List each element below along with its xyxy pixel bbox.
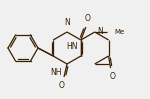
Text: O: O [85,14,91,23]
Text: Me: Me [115,29,125,35]
Text: N: N [98,27,104,36]
Text: O: O [59,81,65,90]
Text: N: N [64,18,70,27]
Text: O: O [110,72,116,81]
Text: HN: HN [66,42,78,51]
Text: NH: NH [51,68,62,77]
